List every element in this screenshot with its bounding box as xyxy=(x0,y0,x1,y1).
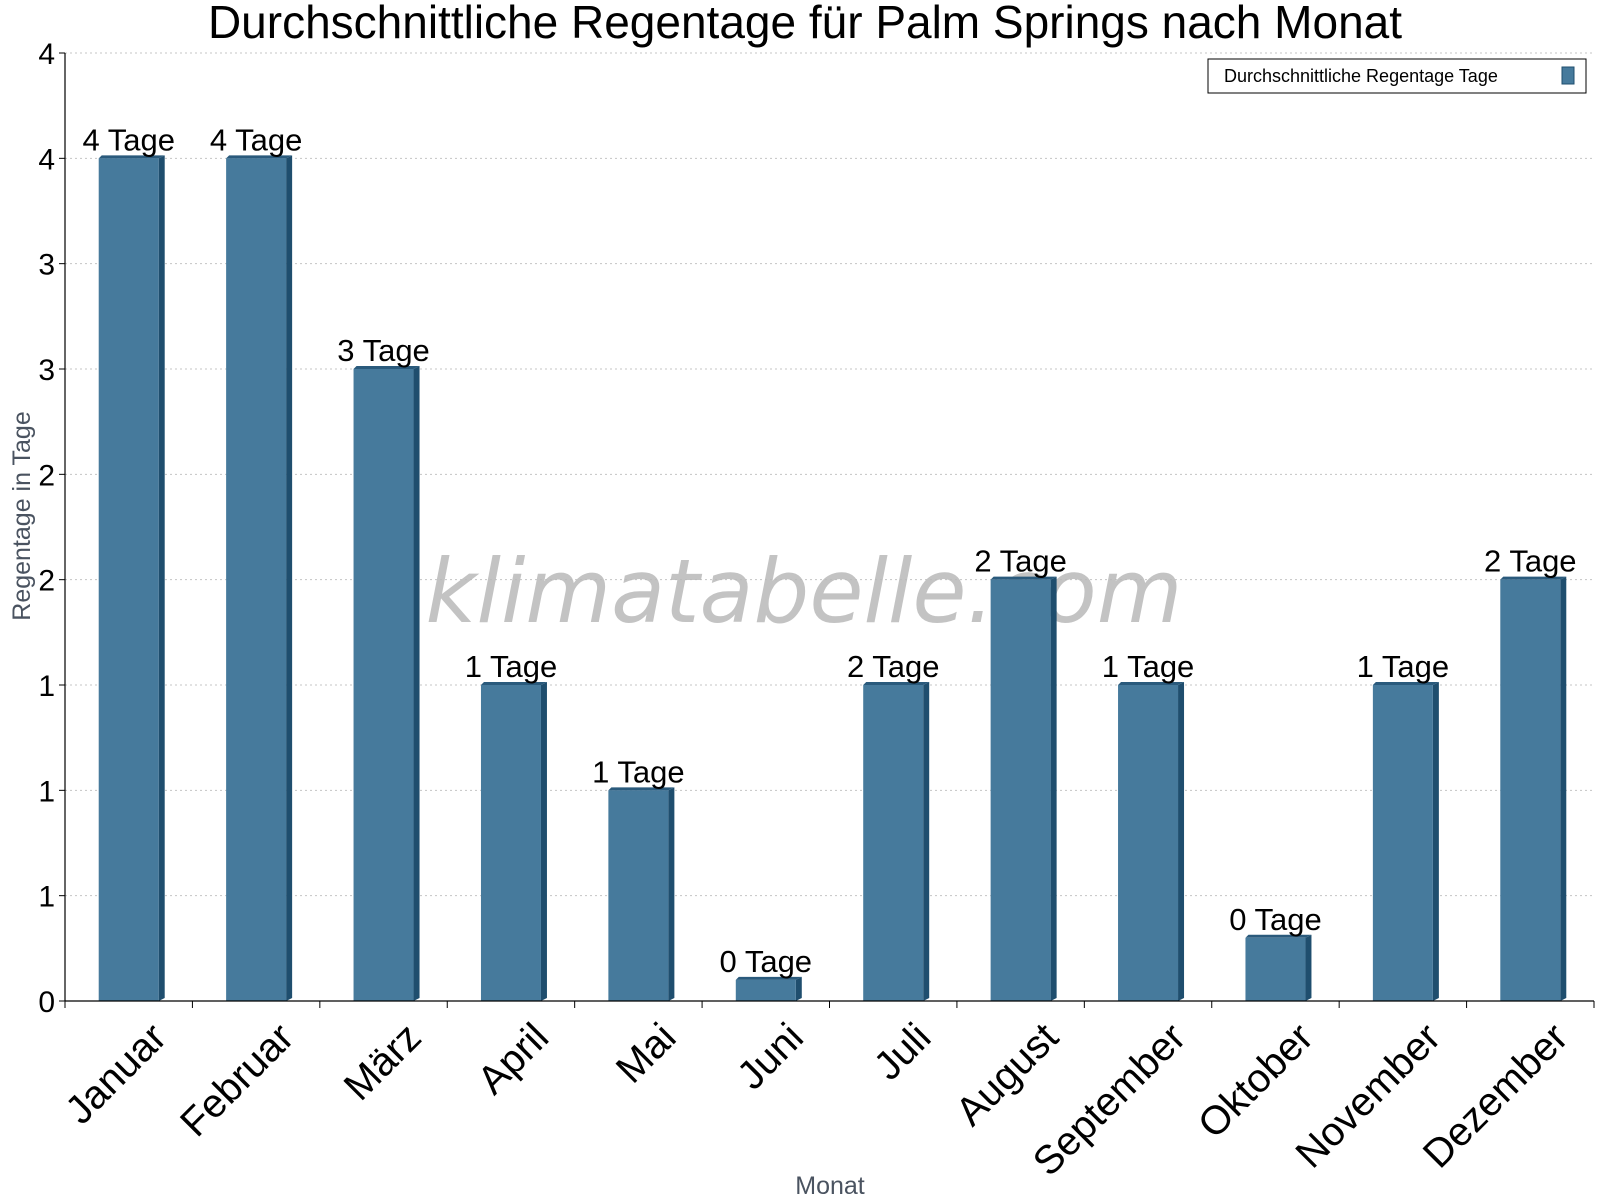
data-label: 1 Tage xyxy=(592,754,685,789)
legend-label: Durchschnittliche Regentage Tage xyxy=(1224,66,1498,86)
x-tick-label: Februar xyxy=(172,1015,302,1145)
y-tick-label: 3 xyxy=(38,354,55,387)
bar-side xyxy=(1432,682,1439,1001)
data-label: 1 Tage xyxy=(1102,649,1195,684)
y-tick-label: 1 xyxy=(38,775,55,808)
bar-side xyxy=(1305,934,1312,1001)
x-tick-label: Oktober xyxy=(1190,1015,1322,1147)
gridlines xyxy=(65,52,1594,897)
chart-title: Durchschnittliche Regentage für Palm Spr… xyxy=(208,0,1402,48)
bar-top xyxy=(1118,682,1185,685)
bar xyxy=(98,158,159,1002)
bar-side xyxy=(1178,682,1185,1001)
bar-side xyxy=(1050,576,1057,1001)
legend-swatch xyxy=(1561,66,1575,85)
data-label: 4 Tage xyxy=(82,122,175,157)
bar-top xyxy=(480,682,547,685)
x-tick-label: März xyxy=(336,1015,430,1109)
bar xyxy=(1500,579,1561,1001)
x-tick-label: April xyxy=(469,1015,557,1103)
y-tick-label: 1 xyxy=(38,670,55,703)
bar-top xyxy=(990,576,1057,580)
y-tick-label: 0 xyxy=(38,986,55,1019)
data-label: 2 Tage xyxy=(974,544,1067,579)
bar-top xyxy=(863,682,930,685)
bar-side xyxy=(1560,576,1567,1001)
bar-top xyxy=(226,155,293,159)
x-tick-label: Januar xyxy=(57,1015,175,1133)
bar-top xyxy=(1500,576,1567,580)
x-axis-title: Monat xyxy=(795,1172,865,1200)
bar xyxy=(480,685,541,1001)
data-label: 1 Tage xyxy=(1357,649,1450,684)
bar-top xyxy=(1372,682,1439,685)
bar-side xyxy=(413,366,420,1001)
bar-top xyxy=(353,366,420,369)
bar-top xyxy=(1245,934,1312,938)
data-label: 0 Tage xyxy=(1229,902,1322,937)
bar xyxy=(353,369,414,1001)
bar-side xyxy=(540,682,547,1001)
y-tick-label: 2 xyxy=(38,565,55,598)
x-tick-label: Juli xyxy=(866,1015,940,1089)
legend-box xyxy=(1207,58,1587,94)
bar-side xyxy=(795,976,802,1001)
bar xyxy=(1245,937,1306,1001)
bar-top xyxy=(98,155,165,159)
data-label: 0 Tage xyxy=(720,944,813,979)
y-tick-label: 3 xyxy=(38,249,55,282)
y-tick-label: 1 xyxy=(38,881,55,914)
data-labels: 4 Tage 4 Tage 3 Tage 1 Tage 1 Tage 0 Tage 2 Ta… xyxy=(82,122,1576,979)
data-label: 2 Tage xyxy=(847,649,940,684)
watermark: klimatabelle.com xyxy=(426,540,1183,643)
bars xyxy=(98,155,1567,1002)
bar xyxy=(226,158,287,1002)
bar-top xyxy=(608,787,675,791)
bar-side xyxy=(286,155,293,1002)
y-tick-label: 4 xyxy=(38,143,55,176)
legend: Durchschnittliche Regentage Tage xyxy=(1207,58,1587,94)
data-label: 4 Tage xyxy=(210,122,303,157)
bar-side xyxy=(668,787,675,1001)
bar-side xyxy=(923,682,930,1001)
x-tick-label: August xyxy=(948,1015,1067,1134)
bar-top xyxy=(735,976,802,980)
data-label: 1 Tage xyxy=(465,649,558,684)
x-tick-label: Juni xyxy=(729,1015,812,1098)
data-label: 3 Tage xyxy=(337,333,430,368)
bar xyxy=(990,579,1051,1001)
data-label: 2 Tage xyxy=(1484,544,1577,579)
y-tick-label: 2 xyxy=(38,459,55,492)
y-tick-label: 4 xyxy=(38,38,55,71)
bar xyxy=(608,790,669,1001)
bar xyxy=(1118,685,1179,1001)
bar xyxy=(1372,685,1433,1001)
bar xyxy=(863,685,924,1001)
x-tick-label: Mai xyxy=(608,1015,685,1092)
y-axis-title: Regentage in Tage xyxy=(8,411,36,620)
bar-side xyxy=(158,155,165,1002)
bar xyxy=(735,979,796,1001)
